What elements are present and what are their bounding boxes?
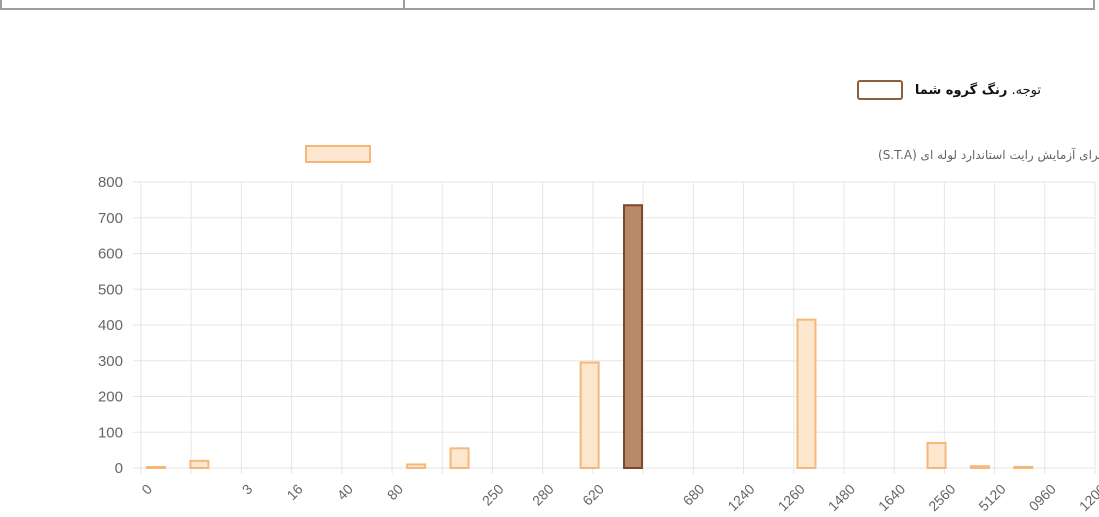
chart-legend: نتایج نمونه مجهول ایمونوسرولوژی برای آزم… [305, 145, 1099, 163]
table-divider [403, 0, 405, 8]
top-table-edge [0, 0, 1095, 10]
x-tick-label: 1480 [825, 481, 858, 514]
y-tick-label: 300 [98, 353, 123, 370]
bar [146, 466, 166, 469]
x-tick-label: 680 [680, 481, 708, 509]
bar [579, 361, 600, 470]
x-tick-label: 250 [479, 481, 507, 509]
notice-text: توجه. رنگ گروه شما [915, 83, 1041, 98]
y-tick-label: 600 [98, 246, 123, 263]
x-tick-label: 620 [579, 481, 607, 509]
x-tick-label: 1260 [775, 481, 808, 514]
bar [926, 441, 947, 470]
y-tick-label: 500 [98, 281, 123, 298]
bar [796, 318, 817, 470]
group-color-notice: توجه. رنگ گروه شما [856, 80, 1041, 100]
x-tick-label: 40 [334, 481, 356, 503]
x-tick-label: 5120 [975, 481, 1008, 514]
x-tick-label: 80 [384, 481, 406, 503]
y-tick-label: 700 [98, 210, 123, 227]
bar [969, 465, 990, 469]
legend-swatch [305, 145, 371, 163]
x-tick-label: 280 [529, 481, 557, 509]
bar [406, 463, 427, 469]
notice-prefix: توجه. [1011, 82, 1041, 98]
x-tick-label: 2560 [925, 481, 958, 514]
x-tick-label: 1200 [1076, 481, 1099, 514]
x-tick-label: 1640 [875, 481, 908, 514]
bar [189, 459, 210, 470]
x-tick-label: 0 [138, 481, 155, 498]
legend-label: نتایج نمونه مجهول ایمونوسرولوژی برای آزم… [878, 147, 1099, 163]
y-tick-label: 400 [98, 317, 123, 334]
notice-bold: رنگ گروه شما [914, 82, 1008, 98]
x-tick-label: 16 [283, 481, 305, 503]
bar [449, 447, 470, 469]
bar [1013, 465, 1034, 469]
x-tick-label: 3 [239, 481, 256, 498]
y-tick-label: 800 [98, 174, 123, 191]
y-tick-label: 0 [115, 460, 123, 477]
x-tick-label: 0960 [1026, 481, 1059, 514]
y-tick-label: 100 [98, 424, 123, 441]
y-tick-label: 200 [98, 389, 123, 406]
highlighted-bar [623, 204, 643, 470]
x-tick-label: 1240 [724, 481, 757, 514]
group-color-swatch [856, 80, 903, 100]
